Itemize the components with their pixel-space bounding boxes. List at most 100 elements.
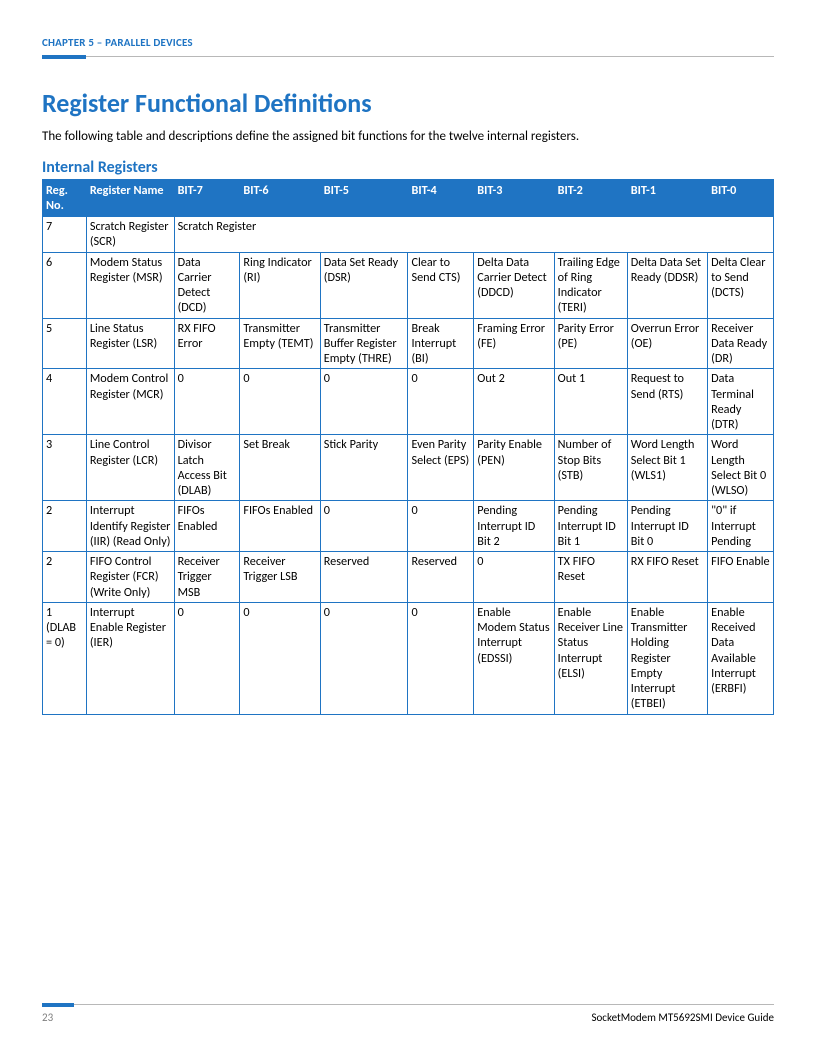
header-rule-line [42,56,774,57]
bit-cell: 0 [408,602,474,714]
bit-cell: Break Interrupt (BI) [408,318,474,369]
reg-name-cell: Modem Status Register (MSR) [86,252,174,318]
reg-no-cell: 2 [43,501,87,552]
table-row: 1 (DLAB = 0)Interrupt Enable Register (I… [43,602,774,714]
bit-cell: Set Break [240,435,320,501]
bit-cell: Enable Received Data Available Interrupt… [708,602,774,714]
bit-cell: Parity Error (PE) [554,318,627,369]
table-header-row: Reg. No.Register NameBIT-7BIT-6BIT-5BIT-… [43,180,774,217]
bit-cell: Number of Stop Bits (STB) [554,435,627,501]
bit-cell: Divisor Latch Access Bit (DLAB) [174,435,240,501]
table-header-cell: BIT-3 [474,180,554,217]
bit-cell: Clear to Send CTS) [408,252,474,318]
bit-cell: 0 [320,501,408,552]
bit-cell: Out 1 [554,369,627,435]
bit-cell-span: Scratch Register [174,217,773,253]
bit-cell: Enable Receiver Line Status Interrupt (E… [554,602,627,714]
table-row: 4Modem Control Register (MCR)0000Out 2Ou… [43,369,774,435]
bit-cell: 0 [320,602,408,714]
footer-rule [42,1003,774,1007]
bit-cell: Framing Error (FE) [474,318,554,369]
bit-cell: TX FIFO Reset [554,552,627,603]
bit-cell: Pending Interrupt ID Bit 2 [474,501,554,552]
registers-table: Reg. No.Register NameBIT-7BIT-6BIT-5BIT-… [42,179,774,715]
table-header-cell: BIT-1 [627,180,707,217]
bit-cell: Delta Clear to Send (DCTS) [708,252,774,318]
chapter-label: CHAPTER 5 – PARALLEL DEVICES [42,36,774,49]
table-row: 7Scratch Register (SCR)Scratch Register [43,217,774,253]
reg-no-cell: 1 (DLAB = 0) [43,602,87,714]
bit-cell: Stick Parity [320,435,408,501]
table-row: 5Line Status Register (LSR)RX FIFO Error… [43,318,774,369]
bit-cell: Transmitter Buffer Register Empty (THRE) [320,318,408,369]
bit-cell: RX FIFO Error [174,318,240,369]
page-number: 23 [42,1011,53,1024]
bit-cell: Even Parity Select (EPS) [408,435,474,501]
bit-cell: Out 2 [474,369,554,435]
bit-cell: Overrun Error (OE) [627,318,707,369]
table-header-cell: Reg. No. [43,180,87,217]
bit-cell: Reserved [408,552,474,603]
main-heading: Register Functional Definitions [42,87,774,119]
table-header-cell: BIT-2 [554,180,627,217]
reg-name-cell: Interrupt Identify Register (IIR) (Read … [86,501,174,552]
header-rule [42,55,774,59]
bit-cell: FIFOs Enabled [240,501,320,552]
bit-cell: Word Length Select Bit 0 (WLSO) [708,435,774,501]
reg-no-cell: 3 [43,435,87,501]
reg-no-cell: 7 [43,217,87,253]
table-header-cell: BIT-7 [174,180,240,217]
table-row: 2Interrupt Identify Register (IIR) (Read… [43,501,774,552]
reg-name-cell: Scratch Register (SCR) [86,217,174,253]
bit-cell: Word Length Select Bit 1 (WLS1) [627,435,707,501]
footer-rule-thick [42,1003,74,1007]
bit-cell: 0 [240,602,320,714]
bit-cell: Enable Modem Status Interrupt (EDSSI) [474,602,554,714]
footer: 23 SocketModem MT5692SMI Device Guide [42,1003,774,1024]
bit-cell: 0 [408,501,474,552]
table-row: 6Modem Status Register (MSR)Data Carrier… [43,252,774,318]
bit-cell: Data Terminal Ready (DTR) [708,369,774,435]
bit-cell: "0" if Interrupt Pending [708,501,774,552]
reg-name-cell: Interrupt Enable Register (IER) [86,602,174,714]
reg-no-cell: 5 [43,318,87,369]
bit-cell: 0 [320,369,408,435]
intro-text: The following table and descriptions def… [42,129,774,144]
bit-cell: Parity Enable (PEN) [474,435,554,501]
reg-name-cell: Line Status Register (LSR) [86,318,174,369]
bit-cell: Delta Data Carrier Detect (DDCD) [474,252,554,318]
reg-name-cell: Line Control Register (LCR) [86,435,174,501]
bit-cell: RX FIFO Reset [627,552,707,603]
bit-cell: Data Set Ready (DSR) [320,252,408,318]
table-header-cell: BIT-5 [320,180,408,217]
bit-cell: 0 [240,369,320,435]
bit-cell: Request to Send (RTS) [627,369,707,435]
bit-cell: 0 [474,552,554,603]
bit-cell: Delta Data Set Ready (DDSR) [627,252,707,318]
bit-cell: Enable Transmitter Holding Register Empt… [627,602,707,714]
bit-cell: Receiver Trigger MSB [174,552,240,603]
bit-cell: Pending Interrupt ID Bit 0 [627,501,707,552]
bit-cell: Trailing Edge of Ring Indicator (TERI) [554,252,627,318]
bit-cell: 0 [174,602,240,714]
table-header-cell: BIT-6 [240,180,320,217]
table-header-cell: BIT-4 [408,180,474,217]
bit-cell: Receiver Data Ready (DR) [708,318,774,369]
bit-cell: Pending Interrupt ID Bit 1 [554,501,627,552]
bit-cell: FIFO Enable [708,552,774,603]
bit-cell: Reserved [320,552,408,603]
doc-title: SocketModem MT5692SMI Device Guide [591,1011,774,1024]
table-header-cell: BIT-0 [708,180,774,217]
reg-no-cell: 2 [43,552,87,603]
table-row: 2FIFO Control Register (FCR) (Write Only… [43,552,774,603]
bit-cell: 0 [408,369,474,435]
footer-rule-line [42,1004,774,1005]
bit-cell: 0 [174,369,240,435]
table-body: 7Scratch Register (SCR)Scratch Register6… [43,217,774,715]
reg-name-cell: FIFO Control Register (FCR) (Write Only) [86,552,174,603]
reg-name-cell: Modem Control Register (MCR) [86,369,174,435]
table-row: 3Line Control Register (LCR)Divisor Latc… [43,435,774,501]
sub-heading: Internal Registers [42,158,774,177]
reg-no-cell: 4 [43,369,87,435]
reg-no-cell: 6 [43,252,87,318]
